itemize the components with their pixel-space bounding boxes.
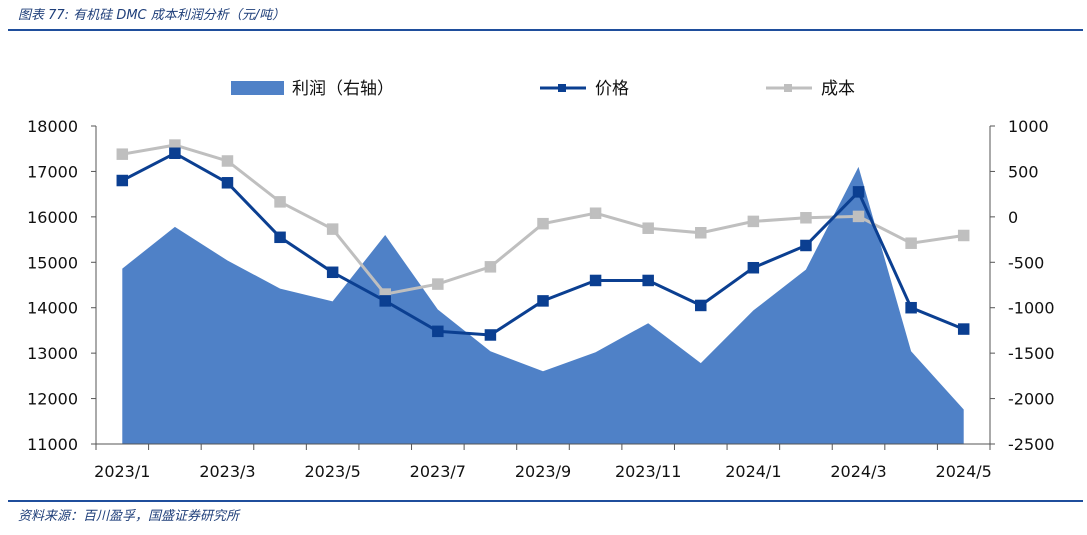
legend-price-marker <box>558 84 566 92</box>
profit-area <box>122 166 964 444</box>
cost-marker <box>537 217 549 230</box>
price-marker <box>221 177 234 189</box>
price-marker <box>800 239 812 252</box>
header-rule <box>8 29 1083 31</box>
price-cost-lines <box>116 139 970 341</box>
legend-profit-label: 利润（右轴） <box>292 79 394 99</box>
price-marker <box>957 323 970 335</box>
x-tick-label: 2023/1 <box>94 462 150 481</box>
legend-profit-swatch <box>231 81 284 95</box>
price-marker <box>537 295 549 307</box>
x-tick-label: 2024/3 <box>830 462 886 481</box>
cost-marker <box>852 210 865 223</box>
legend-price-label: 价格 <box>595 79 629 99</box>
left-axis-ticks: 18000 17000 16000 15000 14000 13000 12000 11000 <box>27 117 78 454</box>
cost-marker <box>695 227 707 239</box>
price-marker <box>642 274 654 287</box>
left-tick-label: 11000 <box>27 435 78 454</box>
right-tick-label: -1500 <box>1008 344 1055 363</box>
price-marker <box>116 174 129 187</box>
x-tick-label: 2023/3 <box>199 462 255 481</box>
left-tick-label: 15000 <box>27 253 78 272</box>
left-tick-label: 13000 <box>27 344 78 363</box>
x-axis-ticks: 2023/1 2023/3 2023/5 2023/7 2023/9 2023/11 202… <box>94 462 992 481</box>
price-marker <box>747 261 760 274</box>
legend-cost-label: 成本 <box>821 79 855 99</box>
x-tick-label: 2023/11 <box>615 462 681 481</box>
cost-marker <box>484 261 497 273</box>
x-tick-label: 2023/7 <box>410 462 466 481</box>
right-tick-label: -1000 <box>1008 299 1055 318</box>
cost-marker <box>432 278 444 290</box>
chart-legend: 利润（右轴） 价格 成本 <box>231 79 855 99</box>
price-marker <box>432 325 444 338</box>
chart-axes <box>91 125 995 450</box>
price-marker <box>905 301 917 314</box>
cost-marker <box>221 155 234 167</box>
x-tick-label: 2023/5 <box>304 462 360 481</box>
price-marker <box>589 274 602 287</box>
figure-caption: 图表 77: 有机硅 DMC 成本利润分析（元/吨） <box>18 8 286 23</box>
x-tick-label: 2023/9 <box>515 462 571 481</box>
left-tick-label: 12000 <box>27 390 78 409</box>
price-marker <box>695 299 707 312</box>
price-marker <box>379 295 391 307</box>
cost-marker <box>589 207 602 219</box>
cost-marker <box>957 229 970 242</box>
x-tick-label: 2024/1 <box>725 462 781 481</box>
left-tick-label: 14000 <box>27 299 78 318</box>
cost-marker <box>326 223 339 235</box>
x-tick-label: 2024/5 <box>936 462 992 481</box>
legend-cost-marker <box>784 84 792 92</box>
right-axis-ticks: 1000 500 0 -500 -1000 -1500 -2000 -2500 <box>1008 117 1055 454</box>
cost-marker <box>905 237 917 249</box>
cost-marker <box>747 215 760 228</box>
source-note: 资料来源：百川盈孚，国盛证券研究所 <box>18 509 240 524</box>
cost-marker <box>274 196 286 208</box>
right-tick-label: -500 <box>1008 253 1044 272</box>
left-tick-label: 18000 <box>27 117 78 136</box>
left-tick-label: 16000 <box>27 208 78 227</box>
price-marker <box>852 186 865 198</box>
left-tick-label: 17000 <box>27 162 78 181</box>
price-marker <box>484 329 497 341</box>
cost-marker <box>800 212 812 224</box>
price-marker <box>326 266 339 279</box>
right-tick-label: 0 <box>1008 208 1018 227</box>
price-marker <box>274 231 286 244</box>
price-marker <box>169 147 181 160</box>
footer-rule <box>8 500 1083 502</box>
right-tick-label: 1000 <box>1008 117 1049 136</box>
right-tick-label: 500 <box>1008 162 1039 181</box>
cost-marker <box>116 148 129 160</box>
profit-area-layer <box>122 166 964 444</box>
right-tick-label: -2500 <box>1008 435 1055 454</box>
right-tick-label: -2000 <box>1008 390 1055 409</box>
cost-marker <box>642 222 654 234</box>
